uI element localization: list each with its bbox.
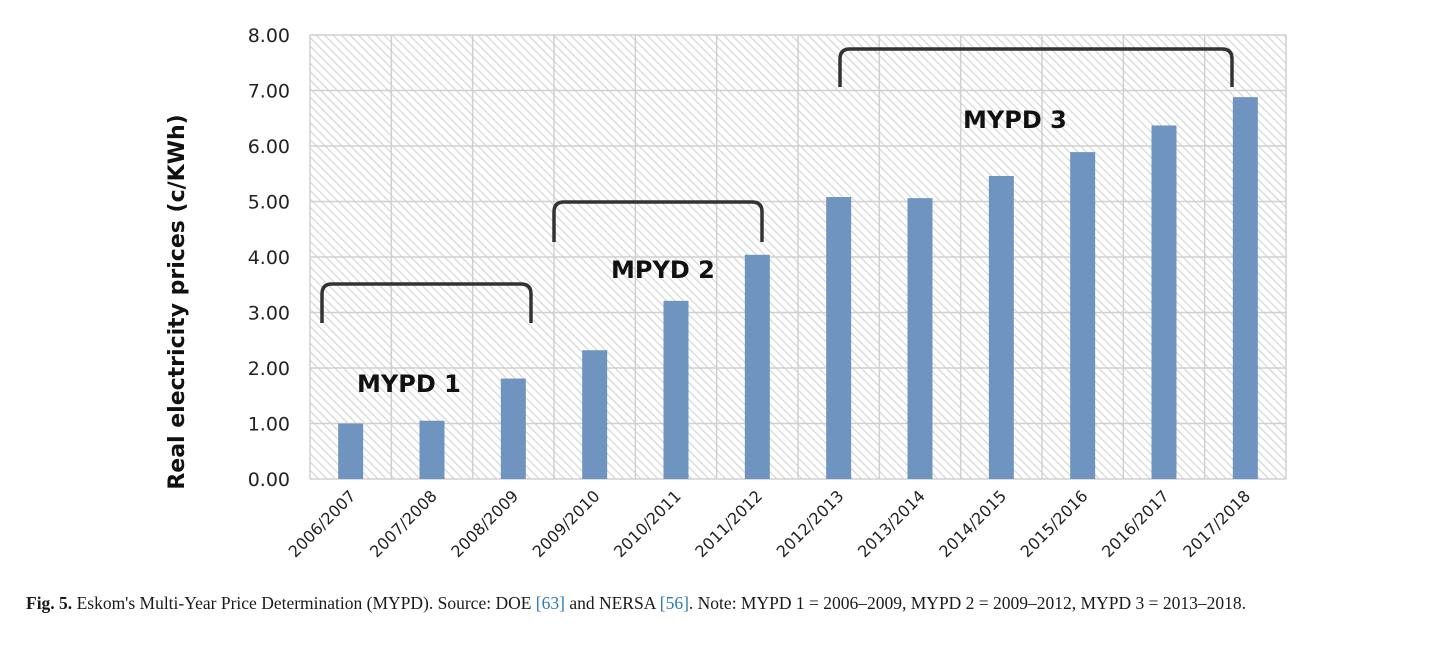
annotations: MYPD 1 MPYD 2 MYPD 3 [320,47,1234,398]
x-tick-label: 2009/2010 [529,486,604,561]
x-tick-label: 2011/2012 [691,486,766,561]
x-tick-label: 2016/2017 [1098,486,1173,561]
x-tick-label: 2010/2011 [610,486,685,561]
y-tick-label: 2.00 [248,358,290,380]
bar [1232,97,1258,479]
period-label: MPYD 2 [611,256,715,284]
y-tick-label: 7.00 [248,81,290,103]
y-tick-label: 8.00 [248,25,290,47]
x-tick-label: 2017/2018 [1179,486,1254,561]
reference-link-1[interactable]: [63] [535,593,565,613]
reference-link-2[interactable]: [56] [659,593,689,613]
x-tick-label: 2007/2008 [366,486,441,561]
x-tick-label: 2015/2016 [1017,486,1092,561]
period-bracket [838,47,1234,87]
y-axis-ticks: 0.00 1.00 2.00 3.00 4.00 5.00 6.00 7.00 8.00 [248,25,290,491]
x-tick-label: 2013/2014 [854,486,929,561]
bar [419,420,445,479]
y-tick-label: 6.00 [248,136,290,158]
x-tick-label: 2014/2015 [935,486,1010,561]
period-label: MYPD 3 [963,106,1067,134]
bar [500,378,526,479]
caption-text-b: and NERSA [564,593,660,613]
bar [826,197,852,479]
y-tick-label: 5.00 [248,192,290,214]
figure-caption: Fig. 5. Eskom's Multi-Year Price Determi… [26,591,1426,616]
period-label: MYPD 1 [357,370,461,398]
x-tick-label: 2012/2013 [773,486,848,561]
bar [744,254,770,479]
caption-text-a: Eskom's Multi-Year Price Determination (… [72,593,536,613]
y-tick-label: 4.00 [248,247,290,269]
y-axis-label: Real electricity prices (c/KWh) [165,114,190,489]
x-tick-label: 2008/2009 [447,486,522,561]
bar [988,175,1014,479]
bars [338,97,1258,480]
bar [907,198,933,480]
y-tick-label: 3.00 [248,303,290,325]
bar [338,423,364,479]
gridlines [309,34,1287,480]
x-tick-label: 2006/2007 [285,486,360,561]
bar [582,350,608,479]
period-bracket [552,200,764,242]
bar [1070,152,1096,480]
bar [1151,125,1177,479]
y-tick-label: 1.00 [248,414,290,436]
caption-text-c: . Note: MYPD 1 = 2006–2009, MYPD 2 = 200… [688,593,1246,613]
bar [663,300,689,479]
y-tick-label: 0.00 [248,469,290,491]
period-bracket [320,282,533,323]
bar-chart: 0.00 1.00 2.00 3.00 4.00 5.00 6.00 7.00 8.00 200… [165,25,1287,561]
figure-label: Fig. 5. [26,593,73,613]
x-axis-ticks: 2006/2007 2007/2008 2008/2009 2009/2010 2010… [285,486,1254,561]
